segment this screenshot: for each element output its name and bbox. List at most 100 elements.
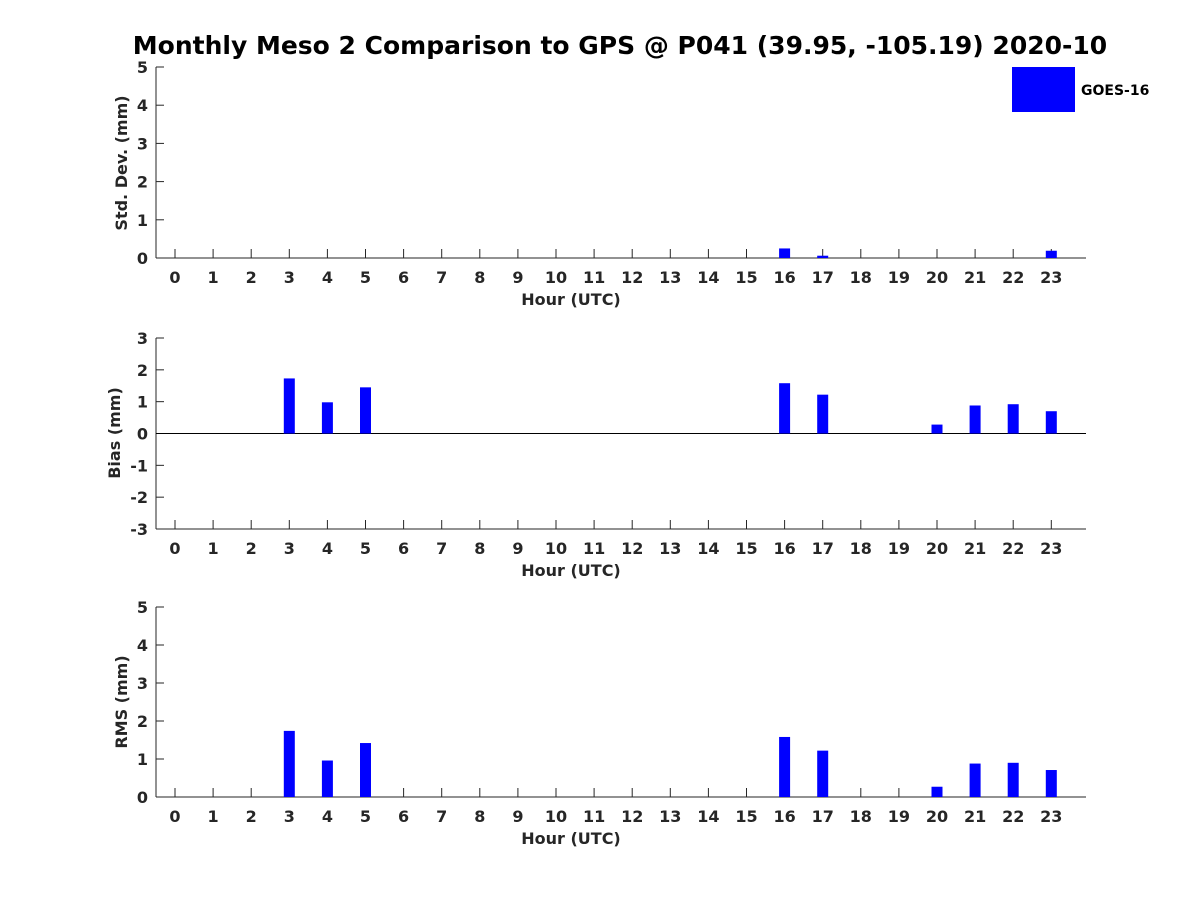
bar-hour-3 — [283, 378, 295, 434]
x-tick-label: 5 — [360, 807, 371, 826]
y-tick-label: -2 — [130, 488, 148, 507]
bar-hour-23 — [1045, 770, 1057, 797]
x-tick-label: 8 — [474, 807, 485, 826]
bar-hour-4 — [321, 402, 333, 434]
y-tick-label: -3 — [130, 520, 148, 539]
x-tick-label: 1 — [208, 268, 219, 287]
bar-hour-22 — [1007, 404, 1019, 434]
y-axis-label: Bias (mm) — [105, 387, 124, 479]
x-tick-label: 12 — [621, 539, 643, 558]
y-tick-label: 0 — [137, 425, 148, 444]
x-tick-label: 20 — [926, 268, 948, 287]
x-tick-label: 15 — [735, 539, 757, 558]
x-tick-label: 11 — [583, 268, 605, 287]
x-tick-label: 0 — [169, 539, 180, 558]
y-tick-label: 1 — [137, 393, 148, 412]
x-tick-label: 9 — [512, 268, 523, 287]
x-tick-label: 9 — [512, 807, 523, 826]
bar-hour-20 — [931, 424, 943, 434]
y-axis-label: RMS (mm) — [112, 655, 131, 748]
x-tick-label: 14 — [697, 807, 719, 826]
x-tick-label: 22 — [1002, 539, 1024, 558]
x-tick-label: 10 — [545, 268, 567, 287]
x-tick-label: 22 — [1002, 807, 1024, 826]
legend-swatch — [1012, 67, 1075, 112]
y-tick-label: 5 — [137, 58, 148, 77]
x-tick-label: 20 — [926, 539, 948, 558]
bar-hour-5 — [360, 387, 371, 434]
x-tick-label: 11 — [583, 539, 605, 558]
x-axis-label: Hour (UTC) — [521, 290, 621, 309]
x-tick-label: 23 — [1040, 268, 1062, 287]
y-tick-label: 1 — [137, 211, 148, 230]
bar-hour-23 — [1045, 250, 1057, 258]
x-tick-label: 15 — [735, 807, 757, 826]
y-tick-label: 3 — [137, 329, 148, 348]
x-tick-label: 15 — [735, 268, 757, 287]
x-tick-label: 4 — [322, 539, 333, 558]
x-tick-label: 23 — [1040, 807, 1062, 826]
bar-hour-16 — [779, 383, 791, 434]
x-tick-label: 22 — [1002, 268, 1024, 287]
x-tick-label: 2 — [246, 807, 257, 826]
bar-hour-21 — [969, 763, 981, 797]
x-tick-label: 10 — [545, 807, 567, 826]
x-tick-label: 4 — [322, 807, 333, 826]
x-tick-label: 1 — [208, 807, 219, 826]
x-tick-label: 7 — [436, 807, 447, 826]
bar-hour-16 — [779, 736, 791, 797]
legend-label: GOES-16 — [1081, 83, 1149, 99]
x-tick-label: 19 — [888, 268, 910, 287]
bar-hour-5 — [360, 743, 371, 797]
y-tick-label: 0 — [137, 788, 148, 807]
bar-hour-17 — [817, 255, 829, 258]
x-tick-label: 19 — [888, 539, 910, 558]
x-tick-label: 13 — [659, 268, 681, 287]
x-tick-label: 6 — [398, 268, 409, 287]
x-tick-label: 14 — [697, 539, 719, 558]
x-tick-label: 0 — [169, 268, 180, 287]
x-tick-label: 16 — [773, 268, 795, 287]
x-tick-label: 16 — [773, 539, 795, 558]
x-axis-label: Hour (UTC) — [521, 561, 621, 580]
x-tick-label: 18 — [850, 268, 872, 287]
x-tick-label: 3 — [284, 539, 295, 558]
chart-title: Monthly Meso 2 Comparison to GPS @ P041 … — [133, 31, 1107, 60]
bar-hour-16 — [779, 248, 791, 258]
x-tick-label: 18 — [850, 807, 872, 826]
x-tick-label: 11 — [583, 807, 605, 826]
x-axis-label: Hour (UTC) — [521, 829, 621, 848]
x-tick-label: 2 — [246, 539, 257, 558]
x-tick-label: 5 — [360, 539, 371, 558]
x-tick-label: 9 — [512, 539, 523, 558]
x-tick-label: 18 — [850, 539, 872, 558]
y-tick-label: 2 — [137, 173, 148, 192]
x-tick-label: 6 — [398, 539, 409, 558]
bar-hour-3 — [283, 730, 295, 797]
x-tick-label: 12 — [621, 807, 643, 826]
x-tick-label: 16 — [773, 807, 795, 826]
y-tick-label: 5 — [137, 598, 148, 617]
x-tick-label: 13 — [659, 807, 681, 826]
x-tick-label: 0 — [169, 807, 180, 826]
y-tick-label: 2 — [137, 712, 148, 731]
bar-hour-22 — [1007, 762, 1019, 797]
y-tick-label: 3 — [137, 134, 148, 153]
x-tick-label: 17 — [812, 268, 834, 287]
y-tick-label: 4 — [137, 636, 148, 655]
x-tick-label: 1 — [208, 539, 219, 558]
x-tick-label: 12 — [621, 268, 643, 287]
x-tick-label: 4 — [322, 268, 333, 287]
x-tick-label: 14 — [697, 268, 719, 287]
x-tick-label: 8 — [474, 539, 485, 558]
x-tick-label: 10 — [545, 539, 567, 558]
x-tick-label: 21 — [964, 268, 986, 287]
x-tick-label: 5 — [360, 268, 371, 287]
bar-hour-21 — [969, 405, 981, 434]
x-tick-label: 21 — [964, 539, 986, 558]
x-tick-label: 3 — [284, 268, 295, 287]
x-tick-label: 21 — [964, 807, 986, 826]
